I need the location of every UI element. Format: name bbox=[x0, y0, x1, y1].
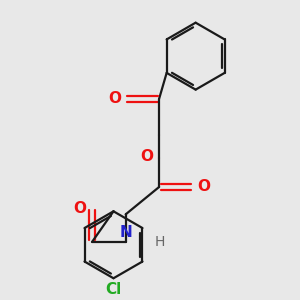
Text: N: N bbox=[120, 225, 133, 240]
Text: O: O bbox=[74, 201, 87, 216]
Text: H: H bbox=[154, 235, 165, 249]
Text: O: O bbox=[141, 149, 154, 164]
Text: O: O bbox=[108, 91, 121, 106]
Text: O: O bbox=[197, 179, 210, 194]
Text: Cl: Cl bbox=[105, 282, 122, 297]
